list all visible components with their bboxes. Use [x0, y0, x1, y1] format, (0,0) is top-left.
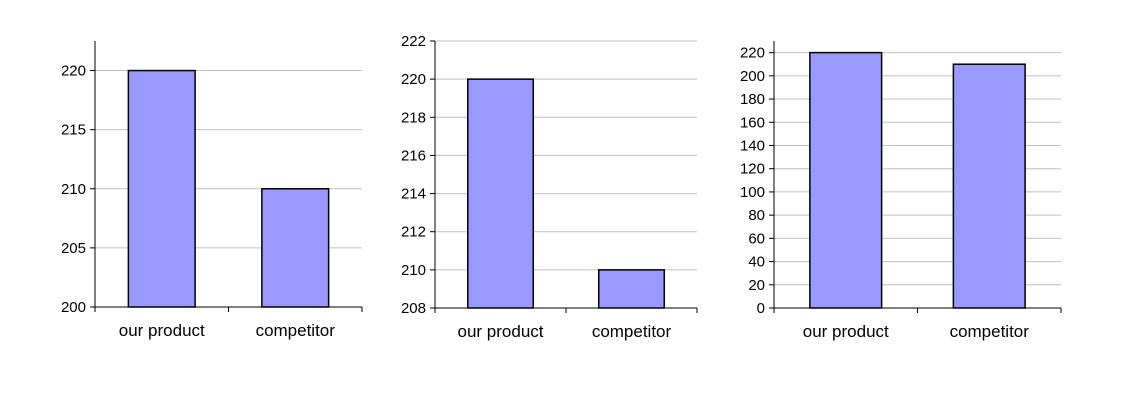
y-tick-label: 218 — [401, 109, 426, 126]
chart-panel-1: 200 205 210 215 220 our product competitor — [61, 41, 363, 340]
y-tick-label: 160 — [740, 114, 765, 131]
y-tick-label: 40 — [748, 254, 765, 271]
bar-our-product — [127, 69, 196, 308]
y-tick-label: 222 — [401, 33, 426, 50]
y-tick-label: 212 — [401, 224, 426, 241]
x-category-label: our product — [119, 321, 205, 340]
bar-our-product — [809, 51, 883, 309]
y-tick-label: 0 — [757, 300, 765, 317]
y-tick-label: 20 — [748, 277, 765, 294]
y-tick-label: 100 — [740, 184, 765, 201]
y-tick-label: 80 — [748, 207, 765, 224]
x-category-label: our product — [803, 322, 889, 341]
y-tick-label: 214 — [401, 186, 426, 203]
y-tick-label: 180 — [740, 91, 765, 108]
y-tick-label: 120 — [740, 161, 765, 178]
bar-competitor — [598, 269, 665, 309]
y-tick-label: 220 — [61, 63, 86, 80]
y-tick-label: 215 — [61, 122, 86, 139]
x-category-label: competitor — [950, 322, 1030, 341]
x-category-label: our product — [458, 322, 544, 341]
bar-our-product — [467, 78, 534, 309]
bar-competitor — [952, 63, 1026, 309]
y-tick-label: 205 — [61, 240, 86, 257]
y-tick-label: 200 — [740, 68, 765, 85]
chart-panel-3: 0 20 40 60 80 100 120 140 160 180 200 220 our produc… — [740, 41, 1062, 341]
chart-panel-2: 208 210 212 214 216 218 220 222 our product compe… — [401, 33, 698, 341]
y-tick-label: 200 — [61, 299, 86, 316]
y-tick-label: 220 — [740, 45, 765, 62]
y-tick-label: 220 — [401, 71, 426, 88]
y-tick-label: 210 — [61, 181, 86, 198]
x-category-label: competitor — [592, 322, 672, 341]
bar-competitor — [261, 188, 330, 308]
y-tick-label: 208 — [401, 300, 426, 317]
y-tick-label: 216 — [401, 147, 426, 164]
y-tick-label: 140 — [740, 137, 765, 154]
y-tick-label: 210 — [401, 262, 426, 279]
x-category-label: competitor — [256, 321, 336, 340]
y-tick-label: 60 — [748, 230, 765, 247]
